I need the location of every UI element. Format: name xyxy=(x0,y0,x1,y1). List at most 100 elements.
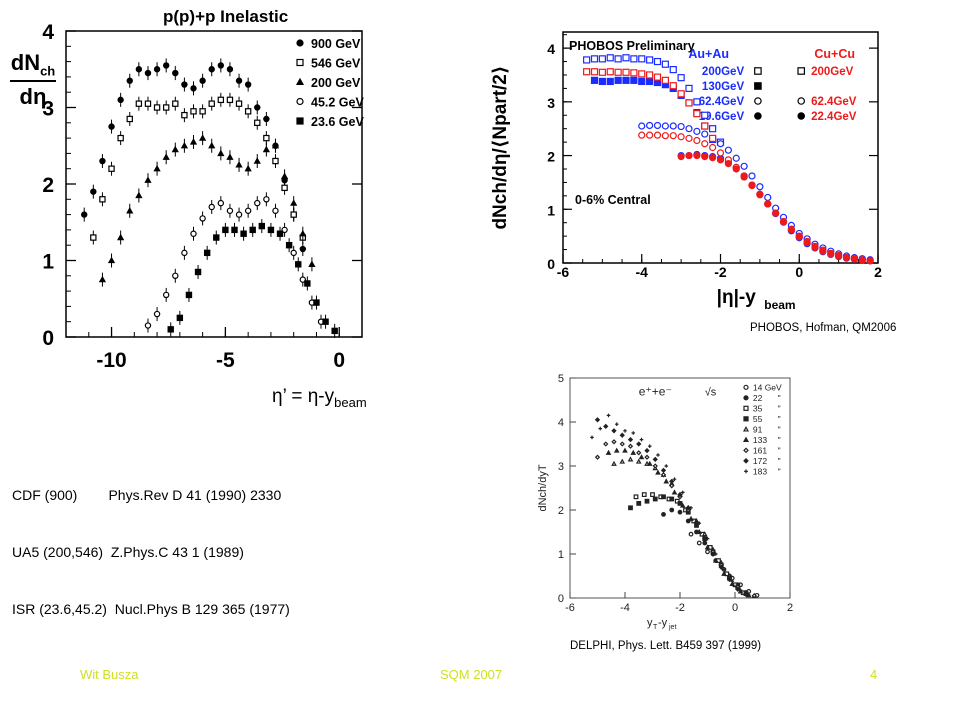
data-point xyxy=(685,125,693,133)
data-point xyxy=(701,111,709,119)
data-point xyxy=(732,154,740,162)
data-point xyxy=(226,96,234,104)
data-point xyxy=(622,76,630,84)
legend-marker xyxy=(754,112,762,120)
data-point xyxy=(677,153,685,161)
data-point xyxy=(638,55,646,63)
data-point xyxy=(208,66,215,73)
data-point xyxy=(730,579,735,584)
ytick-label: 3 xyxy=(558,461,564,473)
data-point xyxy=(835,252,843,260)
data-point xyxy=(718,564,724,570)
data-point xyxy=(716,149,725,157)
data-point xyxy=(322,318,329,325)
data-point xyxy=(126,115,133,123)
data-point xyxy=(313,299,320,306)
data-point xyxy=(235,211,243,218)
data-point xyxy=(756,183,764,191)
data-point xyxy=(299,276,306,283)
data-point xyxy=(748,172,756,180)
data-point xyxy=(685,99,693,107)
data-point xyxy=(263,196,270,203)
data-point xyxy=(709,125,717,133)
data-point xyxy=(622,54,630,62)
data-point xyxy=(590,55,599,63)
xtick-label: 2 xyxy=(787,602,793,614)
xtick-label: 0 xyxy=(732,602,738,614)
legend-ditto: " xyxy=(778,414,781,424)
data-point xyxy=(583,68,591,76)
legend-marker xyxy=(296,97,304,106)
legend-label: 900 GeV xyxy=(311,37,361,51)
data-point xyxy=(244,207,252,214)
data-point xyxy=(644,447,650,454)
legend-ditto: " xyxy=(778,456,781,466)
data-point xyxy=(81,211,88,218)
data-point xyxy=(180,141,189,149)
data-point xyxy=(135,191,143,199)
left-chart-ylabel-numerator: dNch xyxy=(10,50,56,79)
data-point xyxy=(639,437,644,442)
data-point xyxy=(235,100,243,107)
data-point xyxy=(827,250,835,258)
data-point xyxy=(764,193,772,202)
data-point xyxy=(285,242,293,249)
data-point xyxy=(199,108,206,115)
data-point xyxy=(144,176,152,183)
data-point xyxy=(162,62,170,69)
data-point xyxy=(590,435,594,440)
xtick-label: -2 xyxy=(714,264,727,280)
data-point xyxy=(693,127,701,135)
data-point xyxy=(709,143,717,152)
data-point xyxy=(117,134,124,142)
data-point xyxy=(213,234,220,241)
data-point xyxy=(740,162,748,170)
xtick-label: 0 xyxy=(333,349,345,372)
data-point xyxy=(217,199,225,207)
data-point xyxy=(866,257,874,265)
data-point xyxy=(721,570,727,576)
data-point xyxy=(244,81,252,88)
data-point xyxy=(181,249,188,257)
xtick-label: -4 xyxy=(620,602,630,614)
data-point xyxy=(144,69,152,77)
data-point xyxy=(594,417,601,423)
data-point xyxy=(226,207,234,214)
data-point xyxy=(290,211,297,218)
data-point xyxy=(696,540,702,546)
legend-label: 14 GeV xyxy=(753,382,782,392)
data-point xyxy=(638,131,646,139)
data-point xyxy=(90,234,97,241)
data-point xyxy=(189,138,198,145)
data-point xyxy=(144,322,152,329)
data-point xyxy=(181,111,188,119)
data-point xyxy=(203,249,211,257)
data-point xyxy=(652,496,658,502)
data-point xyxy=(661,511,666,517)
data-point xyxy=(638,454,645,460)
data-point xyxy=(661,132,669,140)
data-point xyxy=(194,268,202,276)
data-point xyxy=(669,82,677,90)
legend-ditto: " xyxy=(778,445,781,455)
data-point xyxy=(787,226,795,234)
data-point xyxy=(185,291,193,299)
legend-ditto: " xyxy=(778,466,781,476)
left-chart-ylabel: dNch dη xyxy=(4,50,62,110)
reference-ua5: UA5 (200,546) Z.Phys.C 43 1 (1989) xyxy=(12,544,244,560)
data-point xyxy=(656,453,660,457)
data-point xyxy=(724,160,732,168)
data-point xyxy=(764,200,772,208)
data-point xyxy=(172,69,179,77)
data-point xyxy=(795,233,803,241)
data-point xyxy=(590,76,599,84)
phobos-xlabel-sub: beam xyxy=(764,298,795,312)
data-point xyxy=(611,439,617,445)
phobos-chart: 0 1 2 3 4 -6 -4 -2 0 2 |η|-y beam dNch/dη/⟨Npart/2⟩ P… xyxy=(490,31,882,312)
data-point xyxy=(646,77,654,86)
delphi-xlabel: -y xyxy=(658,617,668,629)
legend-label: 62.4GeV xyxy=(699,96,745,108)
delphi-chart: 0 1 2 3 4 5 -6 -4 -2 0 2 y T -y jet dNch/dyT e⁺+e⁻ √s 14 G… xyxy=(537,373,793,631)
data-point xyxy=(90,188,97,195)
ytick-label: 3 xyxy=(547,95,555,111)
